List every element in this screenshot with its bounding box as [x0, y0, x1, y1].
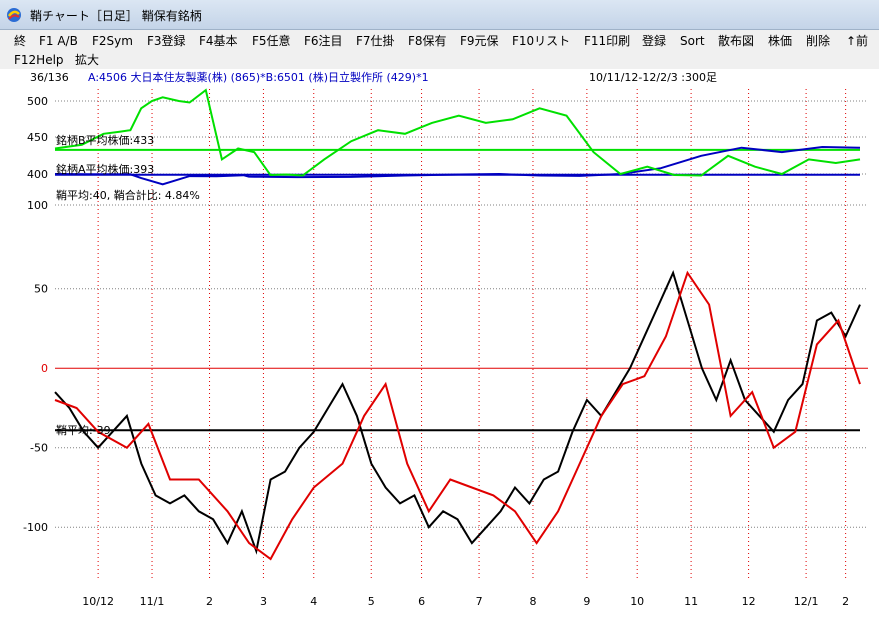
menu-f11-print[interactable]: F11印刷: [584, 34, 631, 48]
x-tick-label: 12/1: [794, 595, 819, 608]
x-tick-label: 4: [310, 595, 317, 608]
menu-scatter[interactable]: 散布図: [718, 34, 755, 48]
menu-price[interactable]: 株価: [768, 34, 793, 48]
pair-description: A:4506 大日本住友製薬(株) (865)*B:6501 (株)日立製作所 …: [88, 70, 429, 84]
x-tick-label: 11/1: [140, 595, 165, 608]
price-series-b: [54, 88, 861, 177]
menu-sort[interactable]: Sort: [680, 34, 705, 48]
x-tick-label: 6: [418, 595, 425, 608]
menu-f2-sym[interactable]: F2Sym: [92, 34, 133, 48]
menu-f1-ab[interactable]: F1 A/B: [39, 34, 78, 48]
spread-average-label: 鞘平均:-39: [56, 423, 111, 437]
pair-count: 36/136: [30, 71, 69, 84]
x-tick-label: 5: [368, 595, 375, 608]
spread-series-spread-ma: [54, 270, 861, 561]
lower-y-tick-label: -100: [23, 521, 48, 534]
x-tick-label: 7: [476, 595, 483, 608]
chart-area: 500 450 400 100 50 0 -50 -100 10/12 11/1 2 3 4 5 6 7 8 9 1…: [0, 69, 879, 615]
x-tick-label: 10: [630, 595, 644, 608]
upper-y-tick-label: 500: [27, 95, 48, 108]
menu-f5-custom[interactable]: F5任意: [252, 34, 291, 48]
menu-f10-list[interactable]: F10リスト: [512, 34, 571, 48]
x-tick-label: 2: [206, 595, 213, 608]
x-tick-label: 9: [583, 595, 590, 608]
menu-f12-help[interactable]: F12Help: [14, 53, 64, 67]
lower-y-tick-label: 0: [41, 362, 48, 375]
menu-f8-holdings[interactable]: F8保有: [408, 34, 447, 48]
b-average-label: 銘柄B平均株価:433: [56, 133, 154, 147]
x-tick-label: 10/12: [82, 595, 114, 608]
menu-f4-basic[interactable]: F4基本: [199, 34, 238, 48]
menu-register[interactable]: 登録: [642, 34, 667, 48]
x-tick-label: 2: [842, 595, 849, 608]
window-titlebar: 鞘チャート［日足］ 鞘保有銘柄: [0, 0, 879, 30]
lower-y-tick-label: 50: [34, 283, 48, 296]
x-tick-label: 11: [684, 595, 698, 608]
window-title: 鞘チャート［日足］ 鞘保有銘柄: [30, 9, 202, 23]
spread-stat-label: 鞘平均:40, 鞘合計比: 4.84%: [56, 188, 200, 202]
menu-f3-register[interactable]: F3登録: [147, 34, 186, 48]
spread-series-spread: [54, 269, 861, 555]
x-tick-label: 3: [260, 595, 267, 608]
app-logo-icon: [7, 8, 21, 22]
menu-f7-entry[interactable]: F7仕掛: [356, 34, 395, 48]
price-series-a: [54, 145, 861, 186]
menu-prev[interactable]: ↑前: [846, 34, 869, 48]
a-average-label: 銘柄A平均株価:393: [56, 162, 154, 176]
upper-y-tick-label: 400: [27, 168, 48, 181]
menu-bar: 終 F1 A/B F2Sym F3登録 F4基本 F5任意 F6注目 F7仕掛 …: [0, 30, 879, 69]
menu-exit[interactable]: 終: [14, 34, 27, 48]
menu-delete[interactable]: 削除: [806, 34, 831, 48]
x-tick-label: 12: [742, 595, 756, 608]
menu-f6-watch[interactable]: F6注目: [304, 34, 343, 48]
menu-f9-former[interactable]: F9元保: [460, 34, 499, 48]
x-tick-label: 8: [529, 595, 536, 608]
upper-y-tick-label: 100: [27, 199, 48, 212]
upper-y-tick-label: 450: [27, 131, 48, 144]
date-range: 10/11/12-12/2/3 :300足: [589, 71, 717, 84]
menu-zoom[interactable]: 拡大: [75, 53, 100, 67]
lower-y-tick-label: -50: [30, 442, 48, 455]
